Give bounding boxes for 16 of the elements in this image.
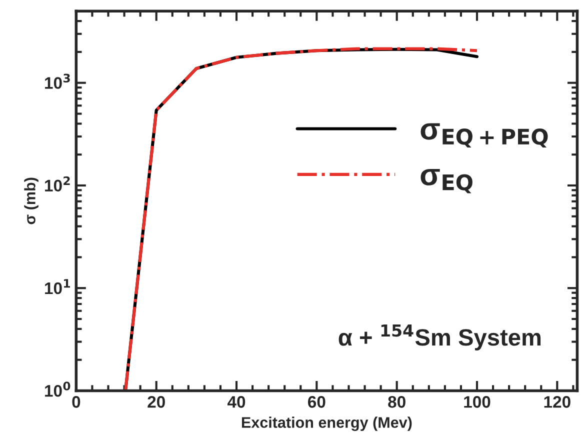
x-tick-label: 120 [544, 396, 570, 408]
y-tick-label: 10$^{0}$ [45, 382, 70, 397]
x-tick-label: 100 [464, 396, 490, 408]
y-tick-label: 10$^{3}$ [45, 74, 70, 89]
y-tick-label: 10$^{2}$ [45, 176, 70, 192]
x-tick-label: 80 [388, 396, 406, 408]
x-axis-title: Excitation energy (Mev) [242, 416, 412, 431]
legend-label: σ$_{EQ}$ [420, 168, 472, 194]
x-tick-label: 40 [227, 396, 246, 408]
x-tick-label: 60 [308, 396, 326, 408]
annotation: α + $^{154}$Sm System [338, 324, 541, 350]
legend-label: σ$_{EQ+PEQ}$ [420, 123, 548, 148]
x-tick-label: 0 [72, 396, 80, 408]
x-tick-label: 20 [148, 396, 165, 408]
y-axis-title: σ (mb) [24, 178, 38, 224]
y-tick-label: 10$^{1}$ [45, 279, 70, 294]
